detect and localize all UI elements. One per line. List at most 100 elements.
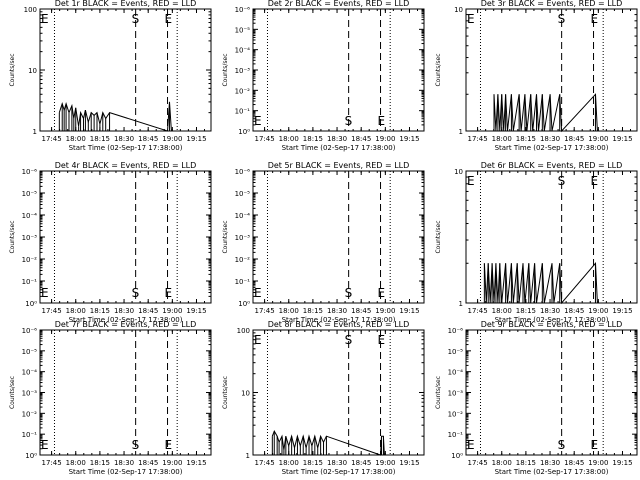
x-tick-label: 19:00 [162, 459, 182, 467]
y-axis-label: Counts/sec [222, 53, 229, 86]
y-tick-label: 10⁻¹ [22, 278, 38, 286]
panel-title: Det 8r BLACK = Events, RED = LLD [268, 320, 410, 329]
x-tick-label: 18:15 [90, 307, 110, 315]
y-tick-label: 1 [33, 128, 37, 136]
y-tick-label: 100 [24, 6, 37, 14]
left-marker-label: E [41, 12, 49, 26]
start-marker-label: S [132, 438, 140, 452]
x-tick-label: 19:00 [162, 135, 182, 143]
y-axis-label: Counts/sec [9, 53, 16, 86]
start-marker-label: S [132, 12, 140, 26]
x-axis-label: Start Time (02-Sep-17 17:38:00) [282, 316, 396, 324]
start-marker-label: S [345, 286, 353, 300]
panel-det-2: Det 2r BLACK = Events, RED = LLD 17:45 18:… [222, 0, 425, 152]
x-tick-label: 18:30 [114, 459, 134, 467]
y-tick-label: 10⁻⁴ [22, 369, 38, 377]
panel-det-4: Det 4r BLACK = Events, RED = LLD 17:45 18:… [9, 161, 212, 324]
x-tick-label: 17:45 [254, 459, 274, 467]
panel-det-8: Det 8r BLACK = Events, RED = LLD 17:45 18:… [222, 320, 425, 476]
start-marker-label: S [345, 333, 353, 347]
events-series-line-0 [493, 93, 598, 133]
x-tick-label: 19:15 [612, 307, 632, 315]
y-tick-label: 10⁻⁶ [235, 6, 251, 14]
y-tick-label: 10⁻¹ [235, 108, 251, 116]
x-tick-label: 18:15 [90, 135, 110, 143]
x-tick-label: 19:00 [588, 307, 608, 315]
x-tick-label: 19:15 [399, 307, 419, 315]
x-tick-label: 17:45 [467, 459, 487, 467]
x-tick-label: 18:00 [492, 307, 512, 315]
events-series-line-0 [58, 101, 172, 132]
y-tick-label: 10⁻⁵ [235, 26, 251, 34]
x-axis-label: Start Time (02-Sep-17 17:38:00) [69, 144, 183, 152]
x-tick-label: 18:15 [516, 307, 536, 315]
y-axis-label: Counts/sec [435, 376, 442, 409]
panel-title: Det 2r BLACK = Events, RED = LLD [268, 0, 410, 8]
y-tick-label: 10⁰ [238, 300, 250, 308]
x-tick-label: 18:00 [492, 459, 512, 467]
y-tick-label: 10⁻⁶ [22, 168, 38, 176]
x-tick-label: 18:45 [351, 135, 371, 143]
x-tick-label: 18:30 [114, 307, 134, 315]
y-tick-label: 10⁻² [22, 410, 38, 418]
x-tick-label: 17:45 [254, 135, 274, 143]
end-marker-label: E [165, 438, 173, 452]
x-tick-label: 17:45 [467, 135, 487, 143]
plot-frame [39, 329, 212, 456]
x-tick-label: 18:30 [540, 135, 560, 143]
x-tick-label: 18:30 [327, 307, 347, 315]
x-tick-label: 19:15 [612, 135, 632, 143]
x-tick-label: 19:15 [186, 135, 206, 143]
x-tick-label: 19:15 [612, 459, 632, 467]
y-tick-label: 10⁻⁴ [235, 47, 251, 55]
end-marker-label: E [165, 12, 173, 26]
y-tick-label: 10⁻² [235, 87, 251, 95]
y-tick-label: 10⁻⁵ [22, 190, 38, 198]
y-axis-label: Counts/sec [222, 220, 229, 253]
x-tick-label: 17:45 [254, 307, 274, 315]
x-tick-label: 18:15 [516, 135, 536, 143]
left-marker-label: E [41, 286, 49, 300]
y-tick-label: 10⁰ [25, 452, 37, 460]
x-tick-label: 19:00 [375, 135, 395, 143]
y-tick-label: 10⁻³ [448, 390, 464, 398]
y-tick-label: 1 [459, 300, 463, 308]
plot-frame [39, 170, 212, 304]
y-tick-label: 1 [246, 452, 250, 460]
x-tick-label: 18:45 [564, 307, 584, 315]
x-tick-label: 19:15 [399, 459, 419, 467]
y-tick-label: 10⁻² [448, 410, 464, 418]
y-tick-label: 10⁻¹ [22, 431, 38, 439]
panel-title: Det 7r BLACK = Events, RED = LLD [55, 320, 197, 329]
x-tick-label: 18:30 [327, 135, 347, 143]
y-tick-label: 10⁻⁵ [235, 190, 251, 198]
x-tick-label: 18:00 [279, 307, 299, 315]
y-tick-label: 10⁻³ [235, 67, 251, 75]
y-tick-label: 10⁻³ [22, 390, 38, 398]
y-tick-label: 10⁻⁴ [448, 369, 464, 377]
x-tick-label: 18:15 [303, 307, 323, 315]
panel-title: Det 9r BLACK = Events, RED = LLD [481, 320, 623, 329]
x-tick-label: 19:00 [375, 307, 395, 315]
y-tick-label: 10⁰ [451, 452, 463, 460]
x-tick-label: 18:45 [138, 135, 158, 143]
x-tick-label: 18:00 [66, 459, 86, 467]
y-tick-label: 1 [459, 128, 463, 136]
x-tick-label: 18:15 [90, 459, 110, 467]
y-tick-label: 10⁻¹ [448, 431, 464, 439]
panel-title: Det 5r BLACK = Events, RED = LLD [268, 161, 410, 170]
x-tick-label: 18:15 [303, 135, 323, 143]
x-tick-label: 19:15 [186, 459, 206, 467]
y-tick-label: 10⁻⁵ [22, 348, 38, 356]
y-axis-label: Counts/sec [9, 376, 16, 409]
y-tick-label: 10⁻¹ [235, 278, 251, 286]
y-tick-label: 10 [454, 6, 463, 14]
y-tick-label: 10⁻⁶ [22, 327, 38, 335]
y-tick-label: 10 [454, 168, 463, 176]
y-tick-label: 10 [28, 67, 37, 75]
panel-det-5: Det 5r BLACK = Events, RED = LLD 17:45 18:… [222, 161, 425, 324]
start-marker-label: S [345, 114, 353, 128]
x-tick-label: 18:00 [279, 135, 299, 143]
left-marker-label: E [467, 174, 475, 188]
